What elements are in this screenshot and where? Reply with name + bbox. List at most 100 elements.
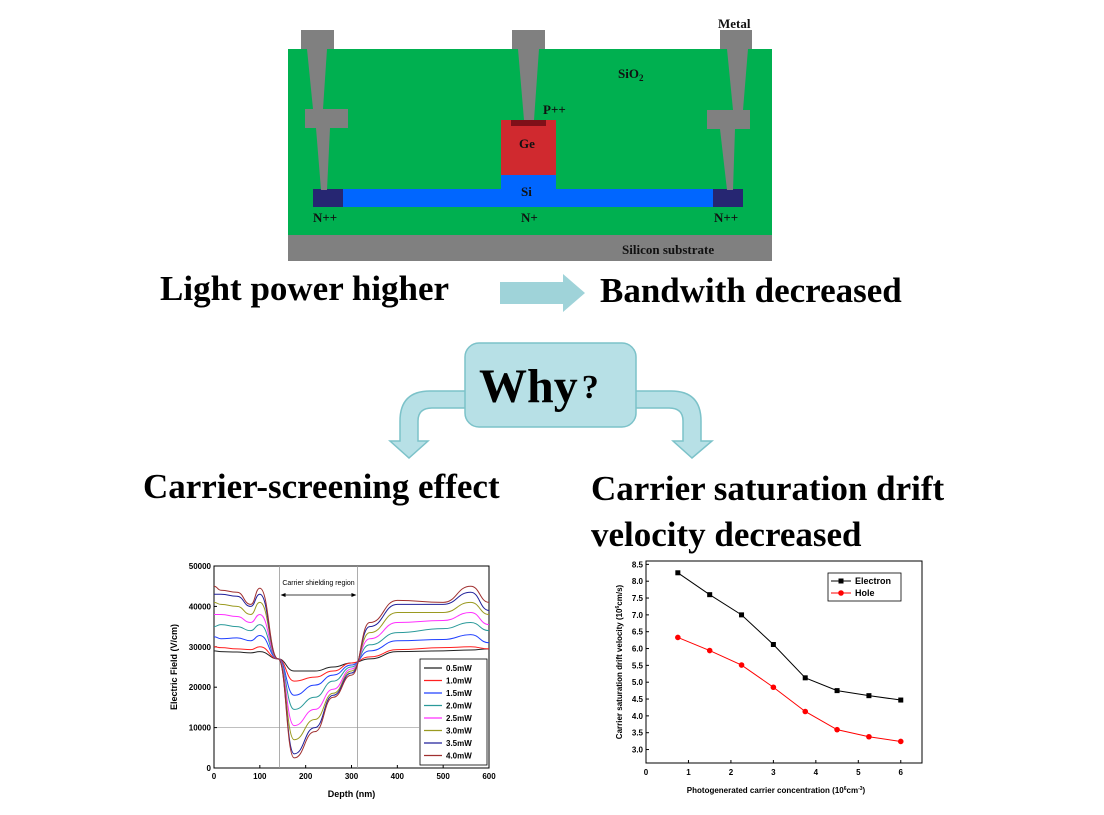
series-line-0.5mW: [213, 648, 490, 672]
y-tick-label: 4.0: [632, 712, 644, 721]
legend-label: 1.5mW: [446, 689, 472, 698]
si-label: Si: [521, 184, 532, 199]
y-tick-label: 4.5: [632, 695, 644, 704]
data-point-Electron: [707, 592, 713, 598]
x-tick-label: 2: [729, 768, 734, 777]
x-tick-label: 300: [345, 772, 359, 781]
x-tick-label: 4: [814, 768, 819, 777]
legend-box: [419, 658, 488, 766]
p-plus-region: [511, 120, 546, 126]
legend-marker: [838, 590, 844, 596]
x-axis-label: Depth (nm): [328, 789, 376, 799]
y-tick-label: 30000: [189, 643, 212, 652]
series-line-3.0mW: [213, 601, 490, 741]
legend-label: 0.5mW: [446, 664, 472, 673]
bent-arrow-right-icon: [634, 390, 715, 459]
x-tick-label: 600: [482, 772, 496, 781]
data-point-Hole: [897, 738, 904, 745]
left-reason-text: Carrier-screening effect: [143, 467, 500, 506]
data-point-Hole: [770, 684, 777, 691]
x-tick-label: 0: [212, 772, 217, 781]
n-left-label: N++: [313, 210, 337, 225]
y-tick-label: 10000: [189, 724, 212, 733]
drift-velocity-chart: 0 1 2 3 4 5 6 3.0 3.5 4.0 4.5 5.0 5.5 6.0 6.5 7.0 7.5 8.0…: [615, 560, 923, 795]
data-point-Hole: [834, 726, 840, 733]
legend-label: 1.0mW: [446, 677, 472, 686]
y-tick-label: 5.0: [632, 678, 644, 687]
legend-box: [827, 572, 902, 602]
si-strip: [343, 189, 713, 207]
device-cross-section: Metal SiO2 P++ Ge Si N++ N+ N++ Silicon …: [288, 16, 772, 261]
si-mesa: [501, 174, 556, 190]
why-text: Why?: [479, 360, 599, 413]
legend-label: 3.0mW: [446, 727, 472, 736]
legend-label: 4.0mW: [446, 752, 472, 761]
y-tick-label: 8.0: [632, 577, 644, 586]
x-tick-label: 3: [771, 768, 776, 777]
y-tick-label: 5.5: [632, 661, 644, 670]
y-tick-label: 6.0: [632, 645, 644, 654]
data-point-Hole: [738, 662, 745, 668]
n-plus-right: [713, 189, 743, 207]
series-line-2.0mW: [213, 622, 490, 710]
series-line-2.5mW: [214, 611, 490, 727]
data-point-Electron: [739, 612, 745, 618]
x-tick-label: 100: [253, 772, 267, 781]
legend-label: 2.5mW: [446, 714, 472, 723]
data-point-Electron: [770, 641, 776, 647]
plot-frame: [645, 560, 923, 764]
n-right-label: N++: [714, 210, 738, 225]
n-plus-left: [313, 189, 343, 207]
n-center-label: N+: [521, 210, 538, 225]
arrowhead-right-icon: [351, 593, 357, 597]
cause-text: Light power higher: [160, 269, 449, 308]
x-axis-label: Photogenerated carrier concentration (10…: [687, 786, 866, 795]
y-tick-label: 6.5: [632, 628, 644, 637]
data-point-Hole: [866, 733, 872, 740]
series-line-4.0mW: [213, 585, 490, 759]
series-line-1.5mW: [213, 634, 490, 696]
series-line-Electron: [677, 572, 901, 701]
data-point-Electron: [834, 688, 840, 694]
x-tick-label: 0: [644, 768, 649, 777]
legend-label: 3.5mW: [446, 739, 472, 748]
x-tick-label: 1: [686, 768, 691, 777]
arrowhead-left-icon: [280, 593, 286, 597]
why-box: [464, 342, 637, 428]
series-line-1.0mW: [213, 646, 490, 682]
x-tick-label: 200: [299, 772, 313, 781]
metal-contact-right: [707, 30, 752, 190]
x-tick-label: 6: [899, 768, 904, 777]
series-line-Hole: [677, 636, 901, 742]
right-reason-line2: velocity decreased: [591, 515, 862, 554]
metal-contact-center: [512, 30, 545, 120]
right-reason-line1: Carrier saturation drift: [591, 469, 945, 508]
y-tick-label: 7.0: [632, 611, 644, 620]
y-tick-label: 20000: [189, 683, 212, 692]
ge-label: Ge: [519, 136, 535, 151]
y-tick-label: 3.0: [632, 746, 644, 755]
legend-label: Electron: [855, 576, 891, 586]
x-tick-label: 500: [436, 772, 450, 781]
y-tick-label: 8.5: [632, 560, 644, 569]
y-tick-label: 40000: [189, 602, 212, 611]
data-point-Electron: [866, 693, 872, 699]
annotation-label: Carrier shielding region: [282, 580, 354, 587]
data-point-Electron: [675, 570, 681, 576]
data-point-Electron: [802, 675, 808, 681]
data-point-Electron: [898, 697, 904, 703]
y-tick-label: 3.5: [632, 729, 644, 738]
metal-contact-left: [301, 30, 348, 190]
legend-marker: [838, 578, 844, 584]
right-arrow-icon: [500, 274, 585, 312]
y-tick-label: 7.5: [632, 594, 644, 603]
x-tick-label: 400: [391, 772, 405, 781]
electric-field-chart: Carrier shielding region 0 100 200 300 400 500…: [169, 562, 496, 799]
effect-text: Bandwith decreased: [600, 271, 902, 310]
silicon-substrate: [288, 235, 772, 261]
y-tick-label: 50000: [189, 562, 212, 571]
metal-label: Metal: [718, 16, 751, 31]
x-tick-label: 5: [856, 768, 861, 777]
data-point-Hole: [706, 647, 713, 654]
